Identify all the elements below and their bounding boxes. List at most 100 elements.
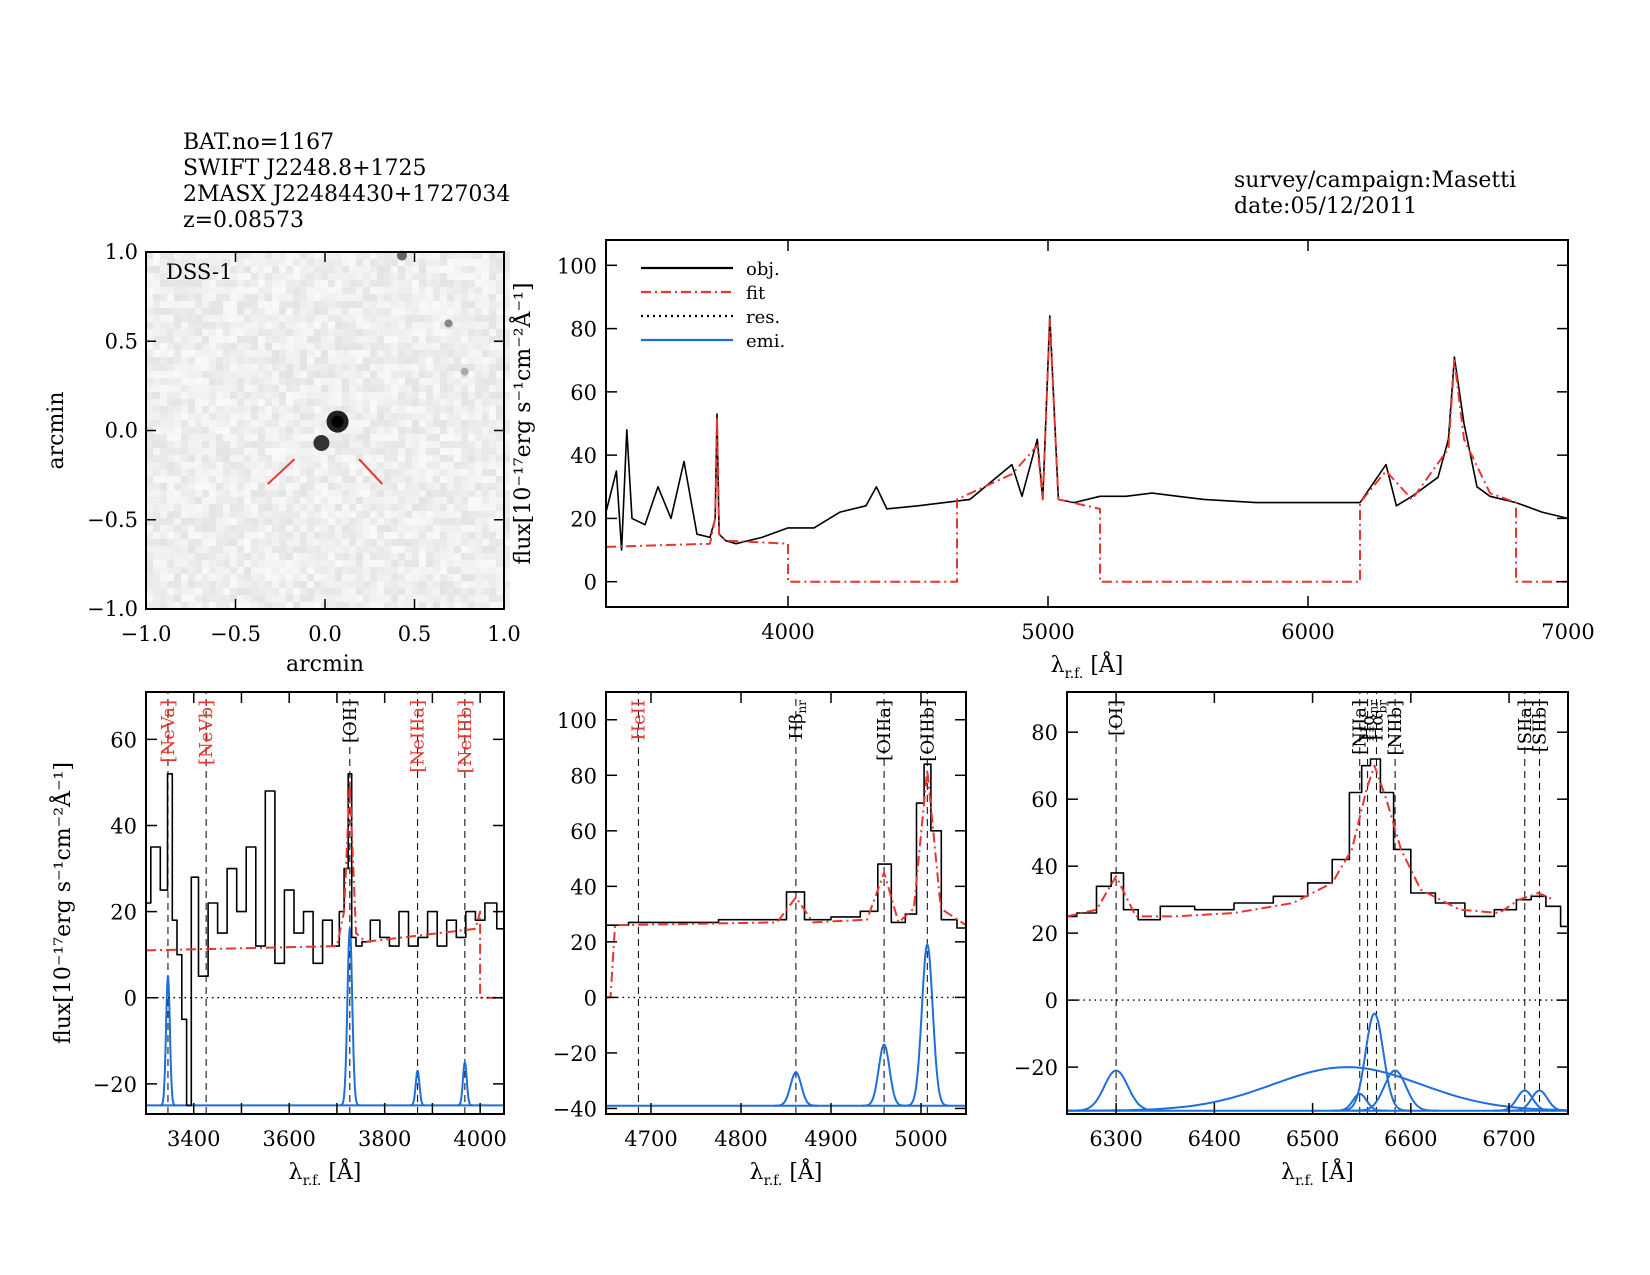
dss-pixel [272,560,279,567]
dss-pixel [286,504,293,511]
dss-pixel [321,287,328,294]
dss-pixel [503,343,510,350]
dss-pixel [391,532,398,539]
dss-pixel [146,329,153,336]
dss-pixel [202,560,209,567]
dss-pixel [349,455,356,462]
dss-pixel [419,441,426,448]
dss-pixel [272,581,279,588]
dss-pixel [433,266,440,273]
dss-pixel [328,301,335,308]
dss-pixel [153,399,160,406]
dss-pixel [419,280,426,287]
dss-pixel [398,413,405,420]
dss-pixel [167,343,174,350]
dss-pixel [419,364,426,371]
dss-pixel [293,476,300,483]
dss-pixel [363,266,370,273]
dss-pixel [314,378,321,385]
dss-pixel [188,399,195,406]
dss-pixel [258,511,265,518]
dss-pixel [496,413,503,420]
dss-pixel [377,455,384,462]
dss-pixel [419,532,426,539]
dss-pixel [489,588,496,595]
dss-pixel [363,504,370,511]
dss-pixel [314,329,321,336]
dss-pixel [454,280,461,287]
dss-pixel [272,476,279,483]
dss-pixel [398,378,405,385]
dss-pixel [314,266,321,273]
dss-pixel [321,532,328,539]
dss-pixel [160,266,167,273]
dss-pixel [223,420,230,427]
dss-pixel [489,511,496,518]
dss-pixel [370,539,377,546]
dss-pixel [286,511,293,518]
dss-pixel [426,518,433,525]
dss-pixel [153,567,160,574]
dss-pixel [412,364,419,371]
x-tick-label: 6000 [1281,620,1334,644]
dss-pixel [258,308,265,315]
dss-pixel [230,252,237,259]
survey-info: survey/campaign:Masetti date:05/12/2011 [1234,168,1516,220]
dss-pixel [433,448,440,455]
dss-pixel [230,581,237,588]
dss-pixel [223,273,230,280]
dss-pixel [433,434,440,441]
dss-pixel [307,287,314,294]
dss-pixel [202,420,209,427]
dss-pixel [265,308,272,315]
dss-pixel [202,511,209,518]
dss-pixel [300,441,307,448]
dss-pixel [461,497,468,504]
dss-pixel [412,441,419,448]
dss-pixel [475,483,482,490]
y-axis-label: flux[10⁻¹⁷erg s⁻¹cm⁻²Å⁻¹] [48,762,76,1044]
dss-pixel [363,546,370,553]
dss-pixel [237,315,244,322]
dss-pixel [398,574,405,581]
dss-pixel [475,294,482,301]
y-tick-label: −40 [553,1097,597,1121]
dss-pixel [503,371,510,378]
dss-pixel [342,273,349,280]
dss-pixel [405,252,412,259]
dss-pixel [363,273,370,280]
dss-pixel [370,434,377,441]
dss-pixel [174,378,181,385]
dss-pixel [433,574,440,581]
dss-pixel [223,413,230,420]
dss-pixel [244,441,251,448]
dss-pixel [335,553,342,560]
dss-pixel [328,406,335,413]
dss-pixel [209,252,216,259]
dss-pixel [496,511,503,518]
dss-pixel [230,427,237,434]
dss-pixel [153,539,160,546]
dss-pixel [391,308,398,315]
dss-pixel [314,567,321,574]
dss-pixel [258,553,265,560]
dss-pixel [426,532,433,539]
dss-pixel [202,427,209,434]
dss-pixel [419,518,426,525]
dss-pixel [209,462,216,469]
dss-pixel [237,287,244,294]
dss-pixel [412,546,419,553]
dss-pixel [370,567,377,574]
dss-pixel [461,511,468,518]
dss-pixel [412,476,419,483]
dss-pixel [391,462,398,469]
dss-pixel [454,336,461,343]
dss-pixel [440,518,447,525]
dss-pixel [279,322,286,329]
dss-pixel [454,441,461,448]
dss-pixel [230,280,237,287]
dss-pixel [433,420,440,427]
dss-pixel [272,574,279,581]
dss-pixel [167,329,174,336]
